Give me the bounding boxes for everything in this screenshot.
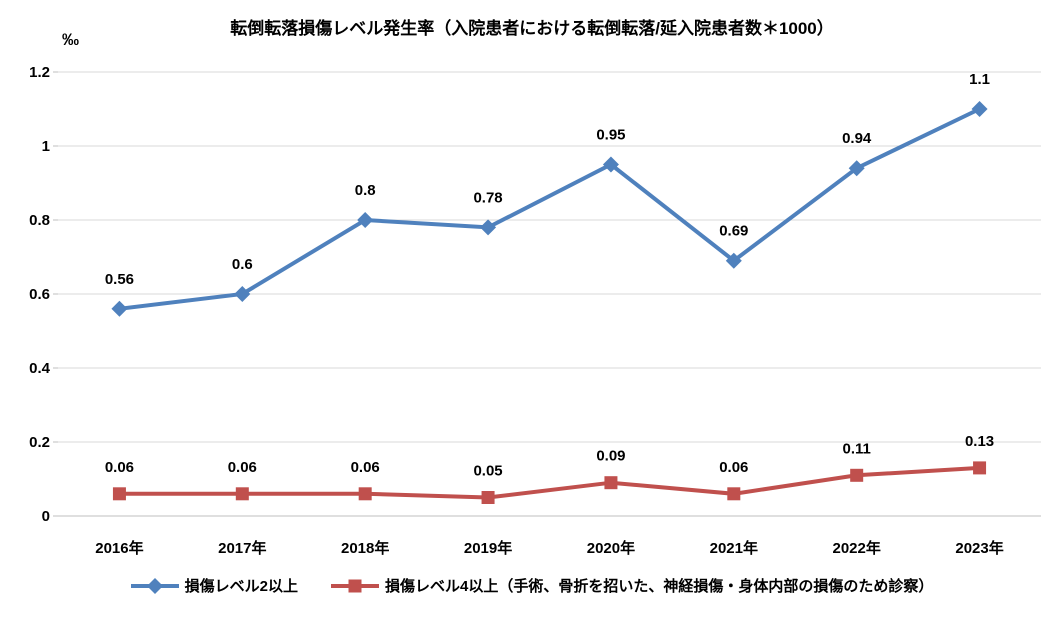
legend-square-marker [348,579,362,592]
data-label: 0.8 [355,182,376,199]
data-label: 0.95 [596,127,625,144]
y-tick-label: 0.4 [29,360,51,377]
y-tick-label: 1 [42,138,50,155]
diamond-marker [725,252,742,269]
data-label: 0.94 [842,130,872,147]
x-tick-label: 2017年 [218,539,266,557]
legend-swatch-svg [330,579,379,592]
data-label: 0.69 [719,223,748,240]
y-tick-label: 0.2 [29,434,50,451]
legend-item-level2: 損傷レベル2以上 [130,575,298,596]
data-label: 1.1 [969,71,990,88]
x-tick-label: 2020年 [587,539,635,557]
data-label: 0.06 [719,459,748,476]
legend-item-level4: 損傷レベル4以上（手術、骨折を招いた、神経損傷・身体内部の損傷のため診察） [330,575,934,596]
data-label: 0.56 [105,271,134,288]
y-tick-label: 0 [42,508,50,525]
x-tick-label: 2023年 [955,539,1003,557]
data-label: 0.6 [232,256,253,273]
data-label: 0.13 [965,433,994,450]
legend-diamond-marker [146,577,163,594]
square-marker [727,487,741,501]
chart-title: 転倒転落損傷レベル発生率（入院患者における転倒転落/延入院患者数＊1000） [230,19,834,38]
data-label: 0.11 [843,440,871,457]
diamond-marker [602,156,619,173]
legend-marker-level4-icon [330,578,379,594]
data-label: 0.06 [105,459,134,476]
data-label: 0.05 [473,463,502,480]
y-tick-label: 1.2 [29,64,50,81]
series-line [119,107,981,311]
square-marker [358,487,372,501]
chart-legend: 損傷レベル2以上 損傷レベル4以上（手術、骨折を招いた、神経損傷・身体内部の損傷… [0,575,1064,596]
x-tick-label: 2021年 [710,539,758,557]
diamond-marker [111,300,128,317]
x-tick-label: 2016年 [95,539,143,557]
square-marker [481,491,495,504]
y-tick-label: 0.8 [29,212,50,229]
diamond-marker [234,286,251,302]
series-line [119,465,980,500]
data-label: 0.06 [228,459,257,476]
x-tick-label: 2019年 [464,539,512,557]
data-label: 0.06 [351,459,380,476]
diamond-marker [971,101,988,117]
diamond-marker [357,212,374,228]
diamond-marker [480,219,497,236]
square-marker [112,487,126,501]
y-axis-unit-label: ‰ [62,30,79,49]
square-marker [604,476,618,490]
diamond-marker [848,160,865,177]
series-level2: 0.56 0.6 0.8 0.78 0.95 0.69 0.94 1.1 [105,71,990,317]
y-tick-label: 0.6 [29,286,50,303]
x-tick-label: 2022年 [833,539,881,557]
square-marker [235,487,249,501]
x-tick-label: 2018年 [341,539,389,557]
series-level4: 0.06 0.06 0.06 0.05 0.09 0.06 0.11 0.13 [105,433,994,504]
legend-swatch-svg [130,577,179,594]
data-label: 0.78 [473,189,502,206]
square-marker [973,461,987,475]
data-label: 0.09 [596,448,625,465]
legend-label-level2: 損傷レベル2以上 [184,578,298,595]
legend-label-level4: 損傷レベル4以上（手術、骨折を招いた、神経損傷・身体内部の損傷のため診察） [384,578,934,595]
square-marker [850,468,864,482]
legend-marker-level2-icon [130,577,179,594]
